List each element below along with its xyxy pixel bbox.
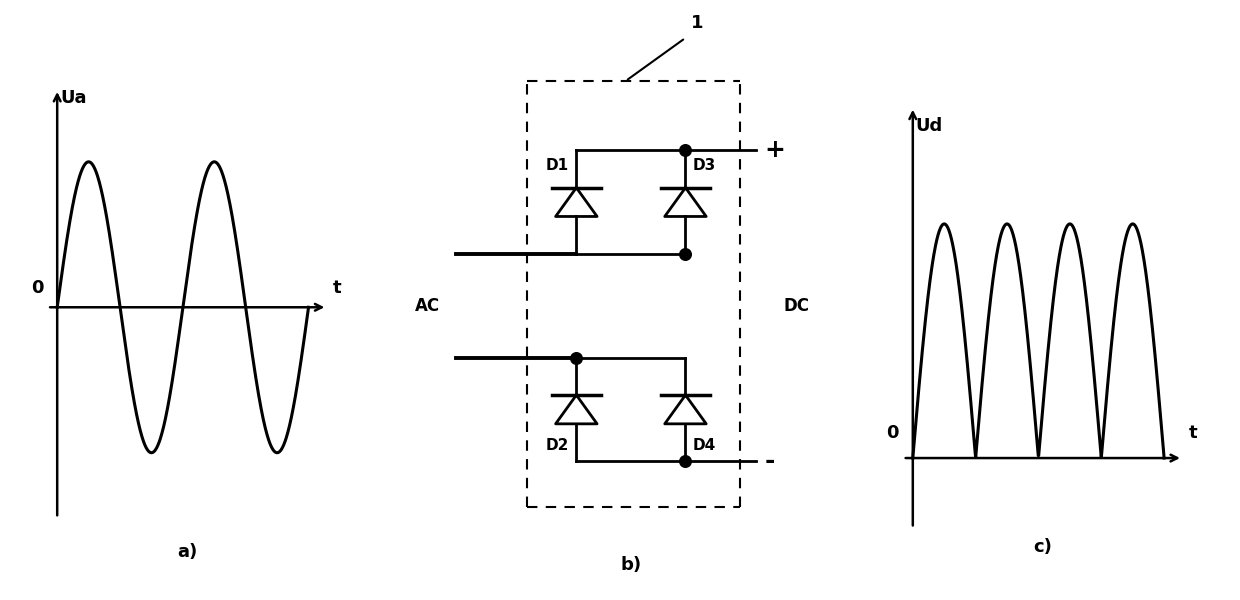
Text: D3: D3 bbox=[693, 158, 717, 173]
Text: 0: 0 bbox=[887, 424, 899, 442]
Text: D1: D1 bbox=[546, 158, 569, 173]
Text: 0: 0 bbox=[31, 279, 43, 297]
Text: Ud: Ud bbox=[916, 117, 944, 135]
Point bbox=[676, 249, 696, 259]
Text: c): c) bbox=[1033, 538, 1053, 556]
Text: D2: D2 bbox=[546, 438, 569, 453]
Text: DC: DC bbox=[784, 297, 810, 315]
Text: t: t bbox=[334, 279, 342, 297]
Point bbox=[567, 353, 587, 362]
Text: AC: AC bbox=[415, 297, 440, 315]
Text: b): b) bbox=[620, 556, 641, 574]
Point bbox=[676, 457, 696, 466]
Text: +: + bbox=[765, 138, 785, 162]
Point bbox=[676, 145, 696, 155]
Text: -: - bbox=[765, 449, 775, 473]
Text: 1: 1 bbox=[691, 14, 703, 32]
Text: t: t bbox=[1189, 424, 1198, 442]
Text: Ua: Ua bbox=[61, 89, 87, 107]
Text: a): a) bbox=[177, 544, 197, 562]
Text: D4: D4 bbox=[693, 438, 717, 453]
